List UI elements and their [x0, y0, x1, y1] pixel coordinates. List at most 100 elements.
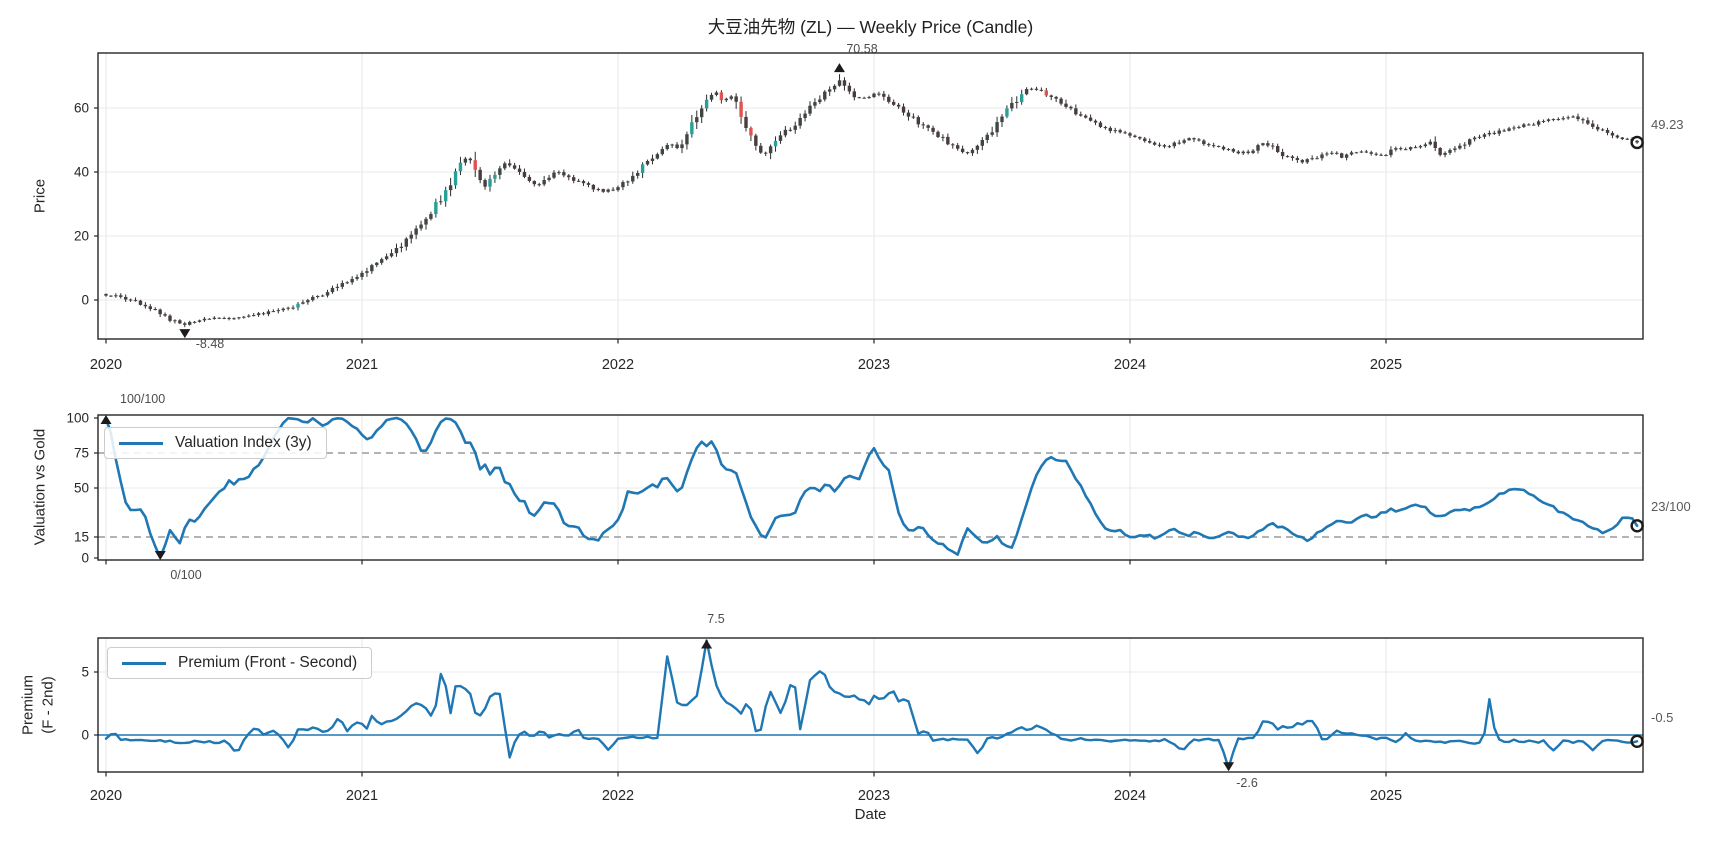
candle-body [896, 104, 901, 107]
candle-body [1113, 130, 1117, 132]
candle-body [980, 139, 985, 146]
candle-body [1069, 106, 1073, 109]
candle-body [1512, 127, 1516, 129]
candle-body [237, 317, 241, 319]
candle-body [1600, 129, 1605, 131]
candle-body [153, 308, 157, 310]
candle-body [158, 309, 162, 315]
candle-body [1305, 159, 1309, 163]
candle-body [960, 148, 965, 153]
candle-body [749, 127, 753, 136]
x-axis-label: Date [854, 806, 887, 823]
candle-body [271, 311, 276, 313]
candle-body [1093, 120, 1098, 123]
candle-body [266, 311, 271, 315]
candle-body [1448, 149, 1452, 153]
candle-body [571, 177, 576, 181]
candle-body [626, 181, 630, 183]
candle-body [1320, 154, 1324, 159]
candle-body [916, 117, 921, 125]
candle-body [1015, 101, 1019, 103]
candle-body [197, 320, 202, 322]
candle-body [1059, 98, 1063, 104]
candle-body [936, 131, 940, 138]
candle-body [547, 177, 551, 180]
candle-body [168, 315, 172, 321]
candle-body [827, 89, 832, 92]
premium-last-value-label: -0.5 [1651, 710, 1674, 725]
x-tick-label: 2022 [602, 357, 634, 373]
candle-body [1492, 132, 1497, 134]
candle-body [985, 134, 989, 140]
candle-body [404, 238, 409, 247]
candle-body [759, 145, 763, 153]
candle-body [1463, 144, 1467, 146]
candle-body [1591, 123, 1595, 127]
candle-body [1280, 152, 1285, 157]
candle-body [1325, 153, 1329, 155]
candle-body [1458, 145, 1462, 149]
candle-body [675, 144, 679, 149]
candle-body [763, 152, 768, 154]
x-tick-label: 2021 [346, 357, 378, 373]
candle-body [586, 183, 591, 185]
candle-body [148, 306, 153, 309]
candle-body [1241, 151, 1245, 154]
candle-body [1620, 137, 1625, 140]
candle-body [143, 304, 148, 307]
candle-body [443, 190, 448, 202]
candle-body [1275, 146, 1280, 153]
x-tick-label: 2025 [1370, 357, 1402, 373]
candle-body [911, 116, 916, 118]
candle-body [744, 116, 748, 128]
low-marker-icon [154, 551, 166, 560]
candle-body [1364, 151, 1369, 153]
candle-body [1605, 130, 1610, 133]
candle-body [256, 313, 261, 316]
candle-body [522, 171, 527, 177]
candle-body [1502, 130, 1506, 132]
low-marker-icon [1223, 762, 1235, 772]
x-tick-label: 2020 [90, 357, 122, 373]
candle-body [719, 92, 724, 101]
candle-body [173, 320, 177, 322]
candle-body [1635, 140, 1639, 143]
candle-body [340, 283, 345, 287]
candle-body [242, 316, 246, 318]
candle-body [729, 96, 733, 99]
candle-body [409, 234, 413, 239]
candle-body [768, 146, 773, 154]
candle-body [133, 300, 138, 302]
candle-body [315, 295, 320, 297]
candle-body [532, 180, 537, 185]
candle-body [1310, 158, 1314, 160]
candle-body [1083, 115, 1088, 118]
valuation-last-value-label: 23/100 [1651, 499, 1691, 514]
candle-body [517, 168, 522, 172]
candle-body [104, 293, 108, 296]
candle-body [119, 295, 123, 297]
candle-body [562, 172, 566, 176]
candle-body [872, 93, 876, 98]
candle-body [1221, 146, 1226, 150]
y-tick-label: 0 [81, 293, 89, 308]
candle-body [217, 317, 221, 319]
y-tick-label: 100 [66, 411, 89, 426]
candle-body [906, 112, 911, 117]
candle-body [493, 174, 497, 179]
candle-body [857, 97, 861, 99]
candle-body [1290, 156, 1295, 159]
candle-body [384, 256, 389, 260]
candle-body [453, 171, 458, 186]
y-tick-label: 20 [74, 229, 89, 244]
candle-body [793, 125, 797, 130]
candle-body [847, 85, 852, 92]
candle-body [837, 80, 842, 86]
candle-body [350, 278, 354, 283]
candle-body [921, 124, 925, 126]
price-last-value-label: 49.23 [1651, 117, 1684, 132]
candle-body [1408, 147, 1413, 150]
candle-body [621, 182, 625, 188]
candle-body [1571, 116, 1575, 118]
candle-body [995, 122, 999, 133]
